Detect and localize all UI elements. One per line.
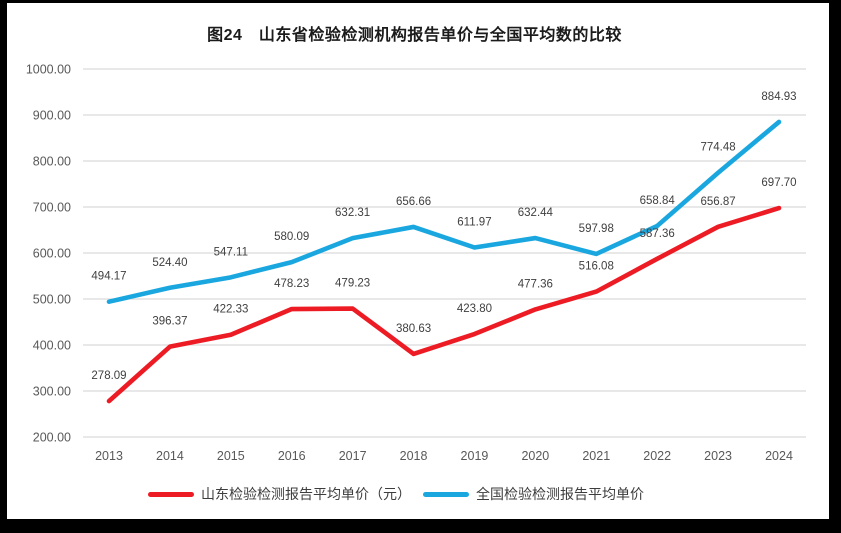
x-axis-tick-label: 2019 [461, 449, 489, 463]
shandong-data-label: 697.70 [761, 177, 796, 189]
shandong-series-line [106, 205, 782, 404]
x-axis-tick-label: 2023 [704, 449, 732, 463]
x-axis-tick-label: 2016 [278, 449, 306, 463]
x-axis-tick-label: 2020 [521, 449, 549, 463]
national-data-label: 656.66 [396, 196, 431, 208]
y-axis-tick-label: 1000.00 [26, 63, 71, 77]
shandong-data-label: 477.36 [518, 278, 553, 290]
national-data-label: 547.11 [214, 246, 248, 258]
x-axis-tick-label: 2015 [217, 449, 245, 463]
x-axis-tick-label: 2022 [643, 449, 671, 463]
shandong-data-label: 380.63 [396, 323, 431, 335]
x-axis-tick-label: 2017 [339, 449, 367, 463]
y-axis-tick-label: 200.00 [33, 431, 71, 445]
x-axis-tick-label: 2014 [156, 449, 184, 463]
x-axis-tick-label: 2018 [400, 449, 428, 463]
national-data-label: 632.31 [335, 207, 370, 219]
shandong-data-label: 479.23 [335, 278, 370, 290]
shandong-data-label: 516.08 [579, 261, 614, 273]
x-axis-tick-label: 2013 [95, 449, 123, 463]
x-axis-tick-label: 2021 [582, 449, 610, 463]
national-data-label: 597.98 [579, 223, 614, 235]
y-axis-tick-label: 500.00 [33, 293, 71, 307]
shandong-line-swatch-icon [148, 491, 194, 497]
shandong-data-label: 423.80 [457, 303, 492, 315]
shandong-data-label: 478.23 [274, 278, 309, 290]
y-axis-tick-label: 800.00 [33, 155, 71, 169]
shandong-data-label: 422.33 [213, 304, 248, 316]
legend-label-national: 全国检验检测报告平均单价 [476, 486, 644, 502]
national-data-label: 774.48 [700, 142, 735, 154]
y-axis-tick-label: 900.00 [33, 109, 71, 123]
y-axis-tick-label: 400.00 [33, 339, 71, 353]
chart-panel [7, 3, 829, 519]
y-axis-tick-label: 700.00 [33, 201, 71, 215]
x-axis-tick-label: 2024 [765, 449, 793, 463]
chart-title: 图24 山东省检验检测机构报告单价与全国平均数的比较 [207, 27, 622, 44]
national-data-label: 580.09 [274, 231, 309, 243]
national-data-label: 884.93 [761, 91, 796, 103]
national-data-label: 524.40 [152, 257, 187, 269]
shandong-data-label: 587.36 [640, 228, 675, 240]
y-axis-tick-label: 600.00 [33, 247, 71, 261]
national-series-line [106, 119, 782, 304]
legend: 山东检验检测报告平均单价（元） 全国检验检测报告平均单价 [148, 484, 644, 504]
national-data-label: 632.44 [518, 207, 554, 219]
y-axis-tick-label: 300.00 [33, 385, 71, 399]
national-data-label: 494.17 [91, 271, 126, 283]
legend-item-shandong: 山东检验检测报告平均单价（元） [148, 484, 411, 504]
national-data-label: 611.97 [457, 216, 491, 228]
national-data-label: 658.84 [640, 195, 676, 207]
shandong-data-label: 278.09 [91, 370, 126, 382]
shandong-data-label: 396.37 [152, 316, 187, 328]
legend-item-national: 全国检验检测报告平均单价 [423, 484, 644, 504]
legend-label-shandong: 山东检验检测报告平均单价（元） [201, 486, 411, 502]
shandong-data-label: 656.87 [700, 196, 735, 208]
national-line-swatch-icon [423, 491, 469, 497]
